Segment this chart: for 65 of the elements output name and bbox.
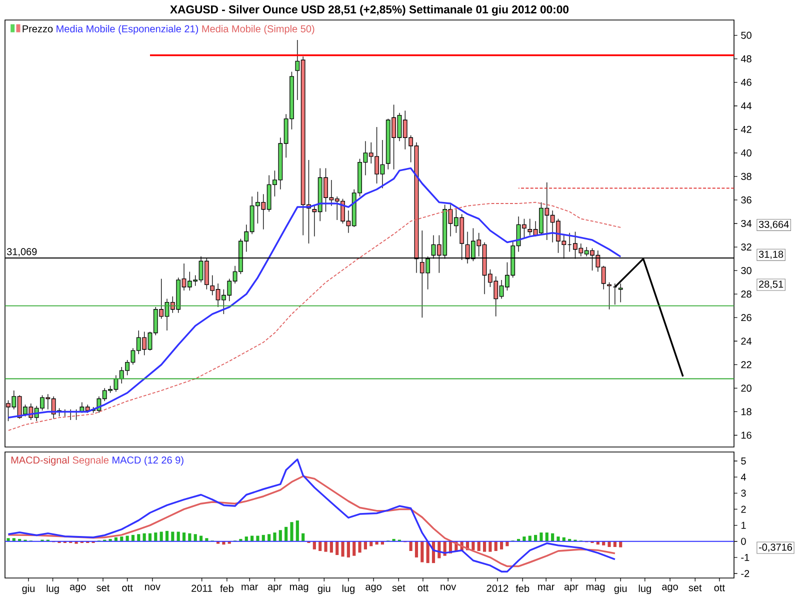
text: 28,51	[759, 280, 784, 289]
y-tick-label: 24	[741, 338, 752, 345]
x-tick-label: mar	[538, 584, 555, 590]
y-tick-label: 20	[741, 384, 752, 392]
y-tick-label: 48	[740, 55, 752, 62]
x-tick-label: nov	[440, 584, 456, 590]
y-tick-label: 46	[740, 78, 752, 86]
text: 33,664	[758, 220, 789, 230]
x-tick-label: 2011	[192, 584, 212, 592]
y-tick-label: 0	[741, 538, 746, 545]
x-tick-label: giu	[318, 584, 330, 594]
y-tick-label: -1	[741, 554, 750, 561]
y-tick-label: 40	[740, 149, 752, 156]
x-tick-label: ott	[418, 584, 428, 592]
text: 31,18	[758, 250, 784, 259]
y-tick-label: 1	[741, 522, 746, 529]
x-tick-label: set	[96, 584, 110, 592]
ref-line-label: 31,069	[6, 248, 37, 256]
x-tick-label: lug	[46, 584, 59, 594]
y-tick-label: 32	[741, 243, 752, 251]
y-tick-label: -2	[741, 570, 750, 577]
chart-title: XAGUSD - Silver Ounce USD 28,51 (+2,85%) Settimanale 01 giu 2012 00:00	[170, 5, 569, 16]
x-tick-label: feb	[516, 584, 530, 592]
text: MACD (12 26 9)	[112, 456, 184, 466]
y-tick-label: 2	[741, 506, 746, 513]
x-tick-label: mar	[242, 584, 258, 590]
x-tick-label: ott	[122, 584, 133, 592]
y-tick-label: 26	[741, 314, 752, 322]
text: MACD-signal	[11, 456, 69, 466]
y-tick-label: 34	[741, 220, 752, 228]
x-tick-label: mag	[290, 584, 308, 592]
y-tick-label: 3	[741, 490, 746, 497]
x-tick-label: ago	[366, 584, 382, 592]
y-tick-label: 18	[741, 408, 752, 416]
x-tick-label: ago	[662, 584, 678, 592]
y-tick-label: 44	[740, 102, 752, 110]
x-tick-label: apr	[268, 584, 282, 592]
x-tick-label: lug	[638, 584, 651, 594]
y-tick-label: 36	[741, 196, 752, 204]
x-tick-label: 2012	[486, 584, 508, 592]
y-tick-label: 22	[741, 361, 752, 368]
x-tick-label: feb	[220, 584, 234, 592]
y-tick-label: 5	[741, 458, 746, 464]
legend-label: Prezzo	[22, 25, 53, 32]
y-tick-label: 38	[741, 172, 752, 180]
x-tick-label: lug	[342, 584, 354, 594]
x-tick-label: nov	[145, 584, 160, 590]
x-tick-label: apr	[564, 584, 578, 592]
y-tick-label: 42	[740, 126, 752, 133]
y-tick-label: 28	[741, 290, 752, 298]
text: -0,3716	[758, 544, 792, 552]
x-tick-label: set	[392, 584, 406, 592]
x-tick-label: giu	[22, 584, 34, 594]
x-tick-label: ago	[70, 584, 86, 592]
x-tick-label: giu	[614, 584, 627, 594]
y-tick-label: 16	[741, 432, 752, 439]
y-tick-label: 4	[740, 474, 746, 481]
text: Media Mobile (Esponenziale 21)	[56, 25, 198, 34]
x-tick-label: set	[688, 584, 702, 592]
y-tick-label: 30	[741, 267, 752, 274]
y-tick-label: 50	[741, 32, 752, 39]
x-tick-label: ott	[714, 584, 725, 592]
text: Media Mobile (Simple 50)	[202, 25, 314, 34]
text: Segnale	[72, 456, 109, 466]
x-tick-label: mag	[586, 584, 605, 592]
